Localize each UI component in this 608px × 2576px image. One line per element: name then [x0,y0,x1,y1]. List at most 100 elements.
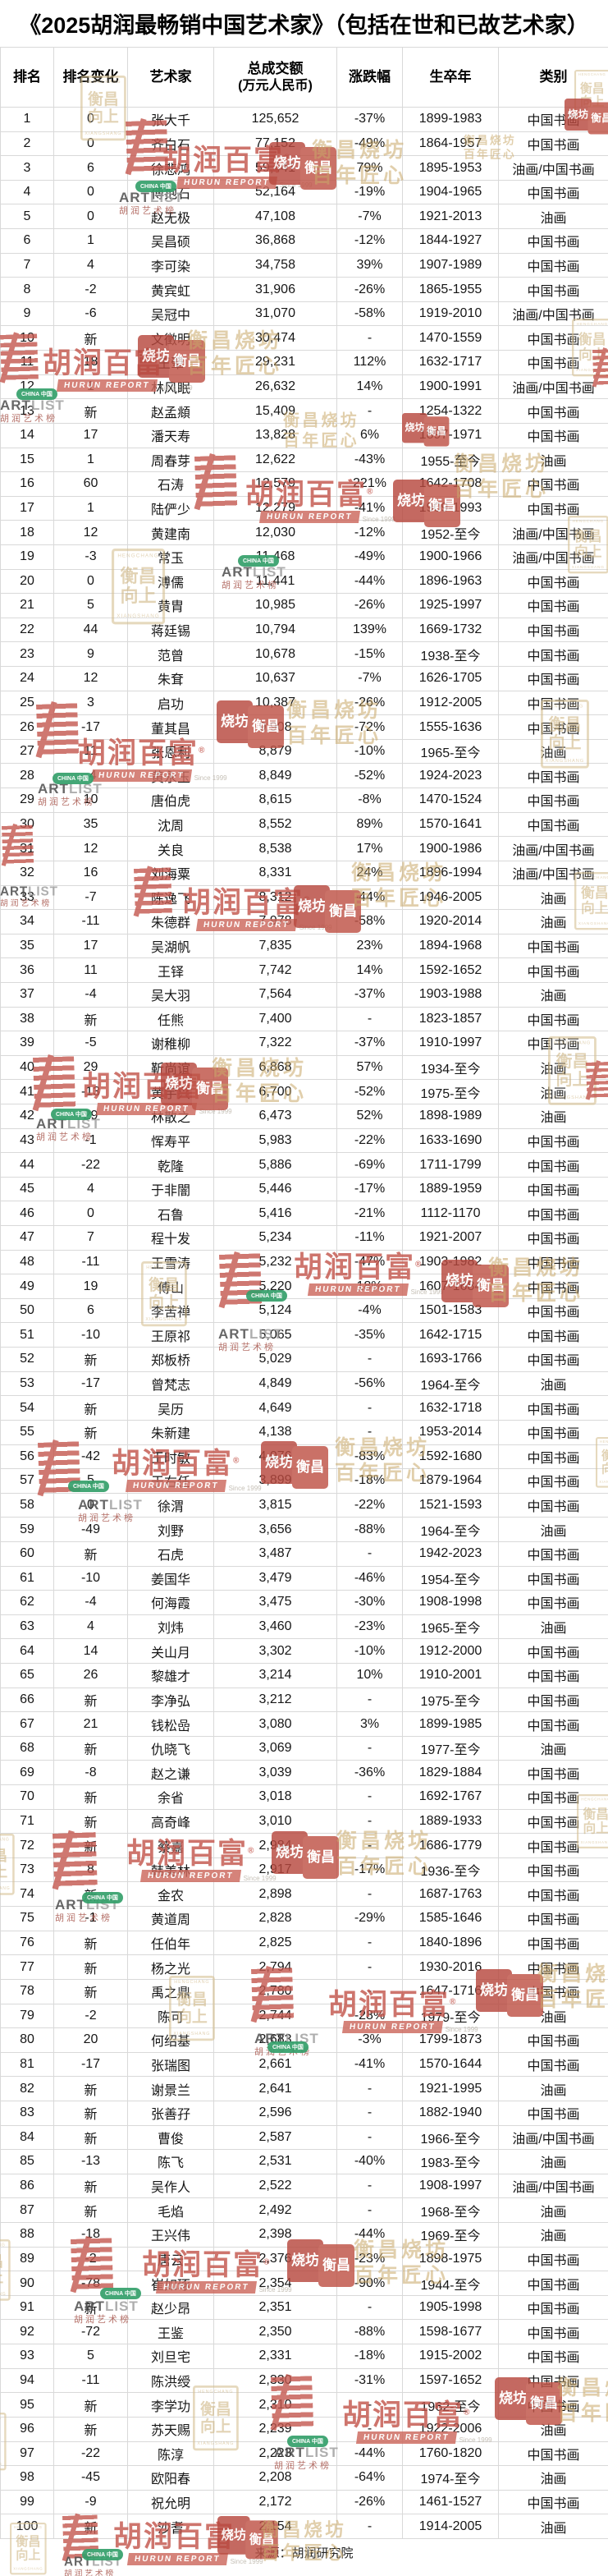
table-row: 66 新李净弘 3,212-1975-至今 中国书画 [0,1687,608,1713]
table-row: 40 29 靳尚谊 6,868 57% 1934-至今 油画 [0,1054,608,1081]
category-cell: 油画/中国书画 [498,860,608,886]
table-header: 排名 排名变化 艺术家 总成交额 (万元人民币) 涨跌幅 生卒年 类别 [0,47,608,108]
rank-cell: 6 [0,228,54,254]
category-cell: 中国书画 [498,1201,608,1227]
artist-cell: 吴昌硕 [127,228,214,254]
pct-change-cell: -26% [336,593,403,618]
rank-cell: 82 [0,2076,54,2101]
table-row: 33 -7 陈逸飞 8,312 -44% 1946-2005 油画 [0,884,608,911]
rank-cell: 67 [0,1711,54,1737]
table-row: 97 -22 陈淳 2,223 -44% 1760-1820 中国书画 [0,2441,608,2467]
table-row: 96 新苏天赐 2,239-1922-2006 油画 [0,2416,608,2442]
artist-cell: 唐伯虎 [127,787,214,813]
years-cell: 1954-至今 [402,1565,499,1591]
category-cell: 中国书画 [498,1492,608,1518]
pct-change-cell: -18% [336,1468,403,1494]
rank-change-cell: 11 [53,738,128,765]
rank-change-cell: 1 [53,495,128,521]
table-row: 65 26 黎雄才 3,214 10% 1910-2001 中国书画 [0,1663,608,1688]
table-row: 86 新吴作人 2,522-1908-1997 油画/中国书画 [0,2173,608,2199]
rank-change-cell: 8 [53,1857,128,1883]
rank-change-cell: -1 [53,1127,128,1154]
pct-change-cell: 6% [336,422,403,448]
years-cell: 1909-1993 [402,495,499,521]
rank-change-cell: 5 [53,593,128,618]
amount-cell: 8,849 [213,763,337,789]
category-cell: 中国书画 [498,1274,608,1299]
pct-change-cell: -22% [336,1127,403,1154]
rank-cell: 45 [0,1176,54,1202]
years-cell: 1977-至今 [402,1735,499,1761]
years-cell: 1930-2016 [402,1954,499,1980]
category-cell: 中国书画 [498,787,608,813]
years-cell: 1592-1652 [402,957,499,983]
rank-cell: 66 [0,1687,54,1713]
pct-change-cell: -58% [336,909,403,934]
rank-change-cell: 新 [53,1395,128,1421]
category-cell: 中国书画 [498,471,608,497]
rank-cell: 57 [0,1468,54,1494]
amount-cell: 8,615 [213,787,337,813]
years-cell: 1934-至今 [402,1054,499,1081]
artist-cell: 黎雄才 [127,1663,214,1688]
pct-change-cell: -58% [336,301,403,327]
table-row: 95 新李学功 2,310-1962-至今 中国书画 [0,2392,608,2418]
category-cell: 油画 [498,909,608,934]
rank-cell: 22 [0,617,54,643]
category-cell: 中国书画 [498,1808,608,1834]
years-cell: 1936-至今 [402,1857,499,1883]
amount-cell: 3,487 [213,1541,337,1567]
table-row: 22 44 蒋廷锡 10,794 139% 1669-1732 中国书画 [0,617,608,643]
artist-cell: 曹俊 [127,2124,214,2151]
rank-cell: 91 [0,2294,54,2321]
table-row: 62 -4 何海霞 3,475 -30% 1908-1998 中国书画 [0,1590,608,1615]
table-row: 23 9 范曾 10,678 -15% 1938-至今 中国书画 [0,641,608,668]
category-cell: 中国书画 [498,179,608,205]
artist-cell: 黄宾虹 [127,277,214,302]
rank-change-cell: 0 [53,179,128,205]
artist-cell: 王时敏 [127,1444,214,1470]
rank-cell: 28 [0,763,54,789]
amount-cell: 36,868 [213,228,337,254]
artist-cell: 陈可 [127,2003,214,2029]
amount-cell: 5,416 [213,1201,337,1227]
pct-change-cell: -40% [336,2149,403,2174]
table-row: 85 -13 陈飞 2,531 -40% 1983-至今 油画 [0,2149,608,2174]
years-cell: 1920-2014 [402,909,499,934]
years-cell: 1570-1644 [402,2051,499,2078]
rank-change-cell: 29 [53,1103,128,1129]
table-row: 92 -72 王鉴 2,350 -88% 1598-1677 中国书画 [0,2319,608,2345]
rank-change-cell: -72 [53,2319,128,2345]
rank-change-cell: 6 [53,155,128,181]
artist-cell: 黄胄 [127,593,214,618]
category-cell: 中国书画 [498,1127,608,1154]
rank-cell: 14 [0,422,54,448]
years-cell: 1903-1988 [402,981,499,1008]
years-cell: 1585-1646 [402,1906,499,1931]
artist-cell: 吴湖帆 [127,933,214,959]
category-cell: 油画 [498,884,608,911]
artist-cell: 谢景兰 [127,2076,214,2101]
table-row: 74 新金农 2,898-1687-1763 中国书画 [0,1881,608,1908]
category-cell: 中国书画 [498,107,608,132]
category-cell: 中国书画 [498,1978,608,2004]
rank-change-cell: 新 [53,1808,128,1834]
artist-cell: 王兴伟 [127,2222,214,2248]
artist-cell: 吴大羽 [127,981,214,1008]
pct-change-cell: -3% [336,2027,403,2053]
category-cell: 油画 [498,2149,608,2174]
category-cell: 油画/中国书画 [498,836,608,861]
years-cell: 1898-1989 [402,1103,499,1129]
table-row: 17 1 陆俨少 12,279 -41% 1909-1993 中国书画 [0,495,608,521]
rank-change-cell: 4 [53,1176,128,1202]
amount-cell: 11,441 [213,568,337,595]
category-cell: 中国书画 [498,617,608,643]
artist-cell: 赵之谦 [127,1760,214,1786]
rank-change-cell: -5 [53,1031,128,1056]
rank-change-cell: 1 [53,447,128,473]
amount-cell: 3,302 [213,1638,337,1664]
rank-cell: 23 [0,641,54,668]
amount-cell: 7,742 [213,957,337,983]
table-row: 80 20 何绍基 2,683 -3% 1799-1873 中国书画 [0,2027,608,2053]
category-cell: 中国书画 [498,1249,608,1275]
